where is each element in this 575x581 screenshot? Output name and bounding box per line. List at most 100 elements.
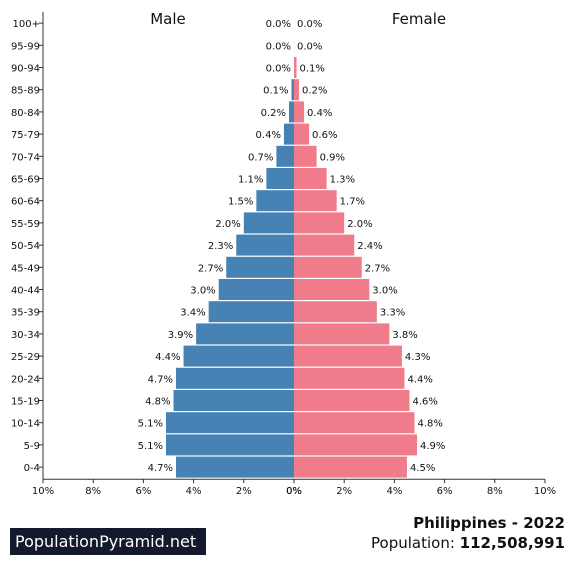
x-tick-label-left: 2% — [236, 486, 252, 497]
female-value-label: 0.0% — [297, 41, 322, 52]
age-tick-label: 40-44 — [11, 286, 40, 297]
female-value-label: 2.0% — [347, 219, 372, 230]
male-value-label: 4.8% — [145, 397, 170, 408]
male-bar-50-54 — [236, 235, 294, 256]
population-pyramid-chart: Male Female 0.0% 0.0% 0.0% 0.0% 0.0% 0.1% 0.1%… — [0, 0, 575, 510]
male-bar-10-14 — [166, 412, 294, 433]
male-value-label: 1.5% — [228, 197, 253, 208]
age-tick-label: 85-89 — [11, 86, 40, 97]
male-bar-40-44 — [219, 279, 294, 300]
male-value-label: 3.4% — [180, 308, 205, 319]
age-tick-label: 55-59 — [11, 219, 40, 230]
age-tick-label: 60-64 — [11, 197, 40, 208]
male-value-label: 0.0% — [266, 41, 291, 52]
male-value-label: 2.0% — [215, 219, 240, 230]
female-value-label: 2.7% — [365, 263, 390, 274]
female-bar-35-39 — [294, 301, 377, 322]
female-value-label: 4.8% — [417, 419, 442, 430]
male-value-label: 3.9% — [168, 330, 193, 341]
x-tick-label-left: 4% — [186, 486, 202, 497]
female-value-label: 4.6% — [412, 397, 437, 408]
age-tick-label: 45-49 — [11, 263, 40, 274]
male-value-label: 0.7% — [248, 152, 273, 163]
x-tick-label-left: 6% — [135, 486, 151, 497]
country-year-title: Philippines - 2022 — [371, 513, 565, 533]
female-label: Female — [392, 10, 446, 28]
female-bar-85-89 — [294, 79, 299, 100]
male-value-label: 0.0% — [266, 19, 291, 30]
male-label: Male — [150, 10, 186, 28]
male-value-label: 4.7% — [148, 463, 173, 474]
x-tick-label-right: 8% — [487, 486, 503, 497]
population-value: 112,508,991 — [460, 534, 565, 552]
female-value-label: 4.3% — [405, 352, 430, 363]
x-tick-label-right: 6% — [437, 486, 453, 497]
age-tick-label: 100+ — [13, 19, 40, 30]
female-value-label: 4.9% — [420, 441, 445, 452]
male-value-label: 0.0% — [266, 64, 291, 75]
female-bar-75-79 — [294, 124, 309, 145]
male-bar-55-59 — [244, 212, 294, 233]
male-bar-45-49 — [226, 257, 294, 278]
female-value-label: 0.1% — [300, 64, 325, 75]
age-tick-label: 5-9 — [24, 441, 40, 452]
female-bar-50-54 — [294, 235, 354, 256]
male-bar-65-69 — [266, 168, 294, 189]
age-tick-label: 50-54 — [11, 241, 40, 252]
male-value-label: 2.7% — [198, 263, 223, 274]
female-value-label: 1.3% — [330, 175, 355, 186]
male-value-label: 4.7% — [148, 374, 173, 385]
female-bar-0-4 — [294, 457, 407, 478]
female-bar-80-84 — [294, 101, 304, 122]
age-tick-label: 80-84 — [11, 108, 40, 119]
age-tick-label: 20-24 — [11, 374, 40, 385]
female-value-label: 3.0% — [372, 286, 397, 297]
male-bar-30-34 — [196, 323, 294, 344]
x-tick-label-left: 8% — [85, 486, 101, 497]
age-tick-label: 10-14 — [11, 419, 40, 430]
male-value-label: 0.1% — [263, 86, 288, 97]
age-tick-label: 95-99 — [11, 41, 40, 52]
female-bar-30-34 — [294, 323, 389, 344]
male-bar-80-84 — [289, 101, 294, 122]
age-tick-label: 75-79 — [11, 130, 40, 141]
x-tick-label-right: 10% — [534, 486, 556, 497]
age-tick-label: 25-29 — [11, 352, 40, 363]
brand-logo[interactable]: PopulationPyramid.net — [10, 528, 206, 555]
female-bar-40-44 — [294, 279, 369, 300]
female-bar-25-29 — [294, 346, 402, 367]
female-bar-55-59 — [294, 212, 344, 233]
male-value-label: 0.4% — [256, 130, 281, 141]
male-bar-15-19 — [174, 390, 294, 411]
female-bar-20-24 — [294, 368, 404, 389]
female-value-label: 0.4% — [307, 108, 332, 119]
female-value-label: 0.9% — [320, 152, 345, 163]
male-bar-75-79 — [284, 124, 294, 145]
age-tick-label: 15-19 — [11, 397, 40, 408]
female-bar-5-9 — [294, 434, 417, 455]
male-bar-25-29 — [184, 346, 294, 367]
male-bar-85-89 — [291, 79, 294, 100]
female-value-label: 3.3% — [380, 308, 405, 319]
male-value-label: 5.1% — [138, 419, 163, 430]
chart-caption: Philippines - 2022 Population: 112,508,9… — [371, 513, 565, 553]
x-tick-label-right: 2% — [336, 486, 352, 497]
female-bar-10-14 — [294, 412, 414, 433]
population-line: Population: 112,508,991 — [371, 533, 565, 553]
x-tick-label-right: 4% — [386, 486, 402, 497]
female-value-label: 2.4% — [357, 241, 382, 252]
male-bar-60-64 — [256, 190, 294, 211]
male-value-label: 2.3% — [208, 241, 233, 252]
male-value-label: 5.1% — [138, 441, 163, 452]
male-bar-35-39 — [209, 301, 294, 322]
x-tick-label-right: 0% — [286, 486, 302, 497]
female-bar-65-69 — [294, 168, 327, 189]
bars-group: 0.0% 0.0% 0.0% 0.0% 0.0% 0.1% 0.1% 0.2% 0.2% 0.4%… — [138, 13, 446, 478]
female-value-label: 1.7% — [340, 197, 365, 208]
age-tick-label: 35-39 — [11, 308, 40, 319]
female-value-label: 4.4% — [407, 374, 432, 385]
female-value-label: 0.2% — [302, 86, 327, 97]
female-bar-15-19 — [294, 390, 409, 411]
female-value-label: 4.5% — [410, 463, 435, 474]
male-value-label: 3.0% — [190, 286, 215, 297]
